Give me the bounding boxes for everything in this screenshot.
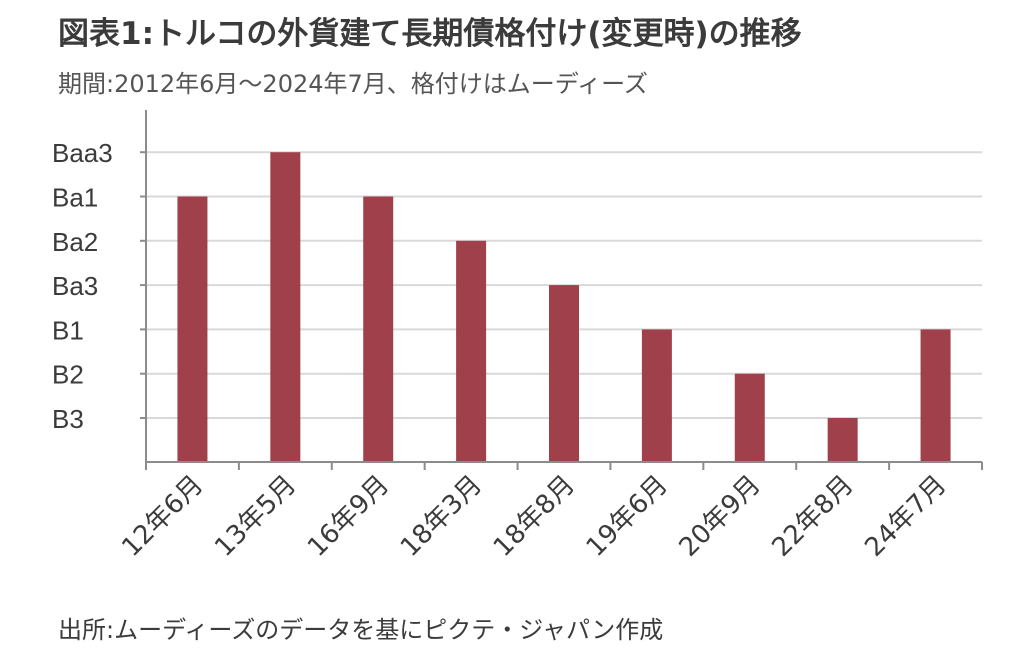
bar <box>363 196 394 462</box>
bar <box>456 240 487 462</box>
x-tick-label: 18年3月 <box>395 470 488 563</box>
x-tick-label: 20年9月 <box>674 470 767 563</box>
y-tick-label: Ba1 <box>52 183 98 213</box>
y-tick-label: B1 <box>52 315 84 345</box>
chart-subtitle: 期間:2012年6月〜2024年7月、格付けはムーディーズ <box>58 70 648 98</box>
bar <box>549 285 579 462</box>
source-note: 出所:ムーディーズのデータを基にピクテ・ジャパン作成 <box>58 616 664 644</box>
x-tick-label: 24年7月 <box>859 470 952 563</box>
x-tick-label: 12年6月 <box>116 470 209 563</box>
bar <box>734 373 765 462</box>
chart-title: 図表1:トルコの外貨建て長期債格付け(変更時)の推移 <box>58 16 802 52</box>
y-tick-labels: B3 B2 B1 Ba3 Ba2 Ba1 Baa3 <box>52 138 113 434</box>
y-tick-label: B2 <box>52 360 84 390</box>
x-tick-label: 22年8月 <box>767 470 860 563</box>
x-tick-label: 13年5月 <box>209 470 302 563</box>
y-tick-label: Baa3 <box>52 138 113 168</box>
y-tick-label: Ba2 <box>52 227 98 257</box>
x-tick-labels: 12年6月 13年5月 16年9月 18年3月 18年8月 19年6月 20年9月 22年8月… <box>116 470 952 563</box>
y-tick-label: B3 <box>52 404 84 434</box>
bar <box>920 329 951 462</box>
bars <box>177 152 951 462</box>
bar <box>270 152 301 462</box>
axes <box>140 110 983 470</box>
x-tick-label: 16年9月 <box>302 470 395 563</box>
bar <box>827 418 858 462</box>
y-tick-label: Ba3 <box>52 271 98 301</box>
x-tick-label: 18年8月 <box>488 470 581 563</box>
bar <box>641 329 672 462</box>
x-tick-label: 19年6月 <box>581 470 674 563</box>
bar <box>177 196 208 462</box>
